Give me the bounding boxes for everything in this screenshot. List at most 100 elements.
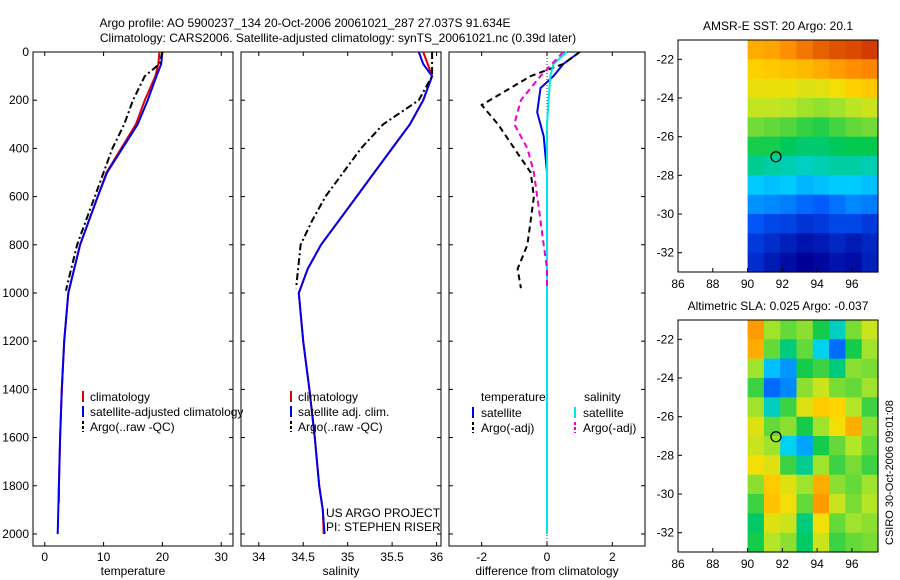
salinity-xlabel: salinity [323,564,360,578]
sst-map-ytick-label: -32 [657,246,675,260]
sla-map-cell [763,358,781,379]
sst-map-cell [845,175,863,196]
sst-map-cell [829,233,846,254]
temperature-xtick-label: 0 [41,550,48,564]
temperature-axes-frame [32,51,234,547]
salinity-xtick-label: 36 [430,550,444,564]
sst-map-xtick-label: 86 [671,277,685,291]
sla-map-cell [747,532,765,553]
sla-map-cell [812,378,830,398]
temperature-legend-entry: climatology [90,390,150,404]
sla-map-cell [796,532,814,553]
sst-map-ytick-label: -26 [657,130,675,144]
sst-map-cell [845,136,863,157]
sst-map-cell [796,194,814,215]
sla-map-cell [747,455,765,476]
sla-map-cell [812,513,830,534]
sla-map-cell [861,358,879,379]
sst-map-cell [796,214,814,234]
sst-map-cell [829,59,846,80]
sst-map-cell [763,117,781,138]
sla-map-ytick-label: -24 [657,371,675,385]
sst-map-argo-marker [770,151,782,163]
temperature-xtick-label: 10 [97,550,111,564]
sla-map-cell [845,513,863,534]
sst-map-xtick-label: 94 [810,277,824,291]
sst-map-cell [812,156,830,176]
sla-map-cell [861,494,879,514]
temperature-xlabel: temperature [101,564,166,578]
sla-map-cell [747,358,765,379]
sla-map-cell [763,436,781,456]
difference-legend-entry: Argo(-adj) [583,421,636,435]
sla-map-cell [861,513,879,534]
sst-map-cell [780,156,798,176]
sla-map-xtick-label: 90 [741,557,755,571]
sst-map-xtick-label: 90 [741,277,755,291]
salinity-series-climatology [297,51,434,535]
sla-map-cell [747,397,765,418]
sst-map-cell [780,98,798,118]
sst-map-cell [796,233,814,254]
salinity-legend-entry: satellite adj. clim. [298,405,389,419]
sla-map-cell [829,358,846,379]
sst-map-cell [845,233,863,254]
sla-map-cell [796,416,814,437]
sla-map-cell [845,416,863,437]
sla-map-cell [747,494,765,514]
sla-map-cell [780,436,798,456]
sla-map-cell [845,436,863,456]
sst-map-cell [796,117,814,138]
sla-map-cell [812,416,830,437]
sst-map-cell [861,194,879,215]
sla-map-cell [796,378,814,398]
temperature-ytick-label: 1400 [2,382,29,396]
sst-map-cell [812,214,830,234]
temperature-series-argo-raw-qc- [64,51,164,291]
sla-map-ytick-label: -30 [657,487,675,501]
salinity-xtick-label: 34 [252,550,266,564]
salinity-legend-entry: Argo(..raw -QC) [298,420,383,434]
sst-map-cell [780,175,798,196]
sst-map-cell [747,156,765,176]
sla-map-cell [747,416,765,437]
sst-map-cell [747,117,765,138]
temperature-xtick-label: 20 [156,550,170,564]
sla-map-xtick-label: 86 [671,557,685,571]
sla-map-cell [747,513,765,534]
sst-map-cell [780,233,798,254]
sla-map-cell [763,455,781,476]
sst-map-cell [812,252,830,273]
sst-map-cell [829,214,846,234]
temperature-series-satellite-adjusted-climatology [56,51,164,535]
sla-map-cell [812,474,830,495]
sla-map-cell [763,378,781,398]
sst-map-cell [747,214,765,234]
difference-legend-entry: Argo(-adj) [481,421,534,435]
sla-map-cell [763,494,781,514]
temperature-ytick-label: 1200 [2,334,29,348]
sla-map-cell [780,416,798,437]
sla-map-cell [812,358,830,379]
sla-map-cell [763,397,781,418]
sst-map-cell [861,59,879,80]
difference-series-salinity-argo-adj- [513,51,565,289]
sst-map-cell [763,175,781,196]
sla-map-cell [780,397,798,418]
sst-map-cell [829,175,846,196]
sla-map-frame [677,319,879,553]
sst-map-cell [861,117,879,138]
sla-map-cell [861,378,879,398]
sla-map-cell [796,358,814,379]
legend-column-temperature: temperature [481,390,546,404]
sst-map-cell [829,78,846,99]
temperature-ytick-label: 600 [9,190,29,204]
sla-map-cell [763,532,781,553]
sst-map-cell [747,98,765,118]
sla-map-cell [861,320,879,340]
salinity-series-satellite-adj-clim- [297,51,434,535]
sst-map-cell [845,78,863,99]
sst-map-cell [861,214,879,234]
sst-map-ytick-label: -22 [657,52,675,66]
sst-map-cell [796,78,814,99]
